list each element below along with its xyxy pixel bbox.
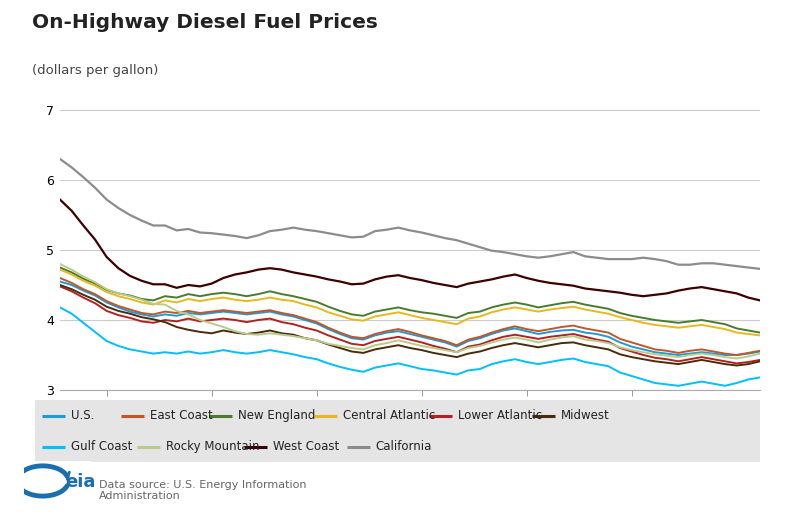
- Text: California: California: [376, 440, 432, 453]
- Text: Midwest: Midwest: [560, 409, 610, 422]
- Text: Lower Atlantic: Lower Atlantic: [458, 409, 542, 422]
- Text: eia: eia: [66, 473, 96, 491]
- Text: Central Atlantic: Central Atlantic: [343, 409, 436, 422]
- Text: Data source: U.S. Energy Information
Administration: Data source: U.S. Energy Information Adm…: [99, 480, 307, 501]
- Text: (dollars per gallon): (dollars per gallon): [32, 64, 158, 77]
- Text: On-Highway Diesel Fuel Prices: On-Highway Diesel Fuel Prices: [32, 13, 378, 32]
- Text: Gulf Coast: Gulf Coast: [72, 440, 133, 453]
- Text: West Coast: West Coast: [273, 440, 339, 453]
- Text: U.S.: U.S.: [72, 409, 95, 422]
- Text: New England: New England: [238, 409, 316, 422]
- Text: East Coast: East Coast: [149, 409, 212, 422]
- Text: Rocky Mountain: Rocky Mountain: [165, 440, 259, 453]
